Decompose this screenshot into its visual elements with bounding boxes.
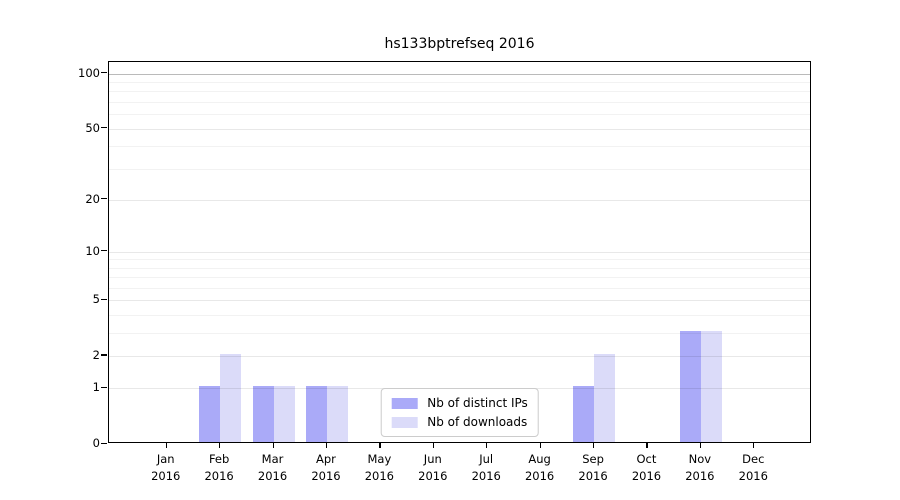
gridline-30: [109, 168, 810, 170]
x-tick-label-jan: Jan 2016: [151, 452, 181, 484]
y-tick-mark-1: [101, 386, 107, 389]
y-tick-label-20: 20: [85, 191, 100, 206]
x-tick-mark-feb: [219, 443, 221, 448]
y-tick-label-50: 50: [85, 120, 100, 135]
legend-row-distinct-ips: Nb of distinct IPs: [391, 396, 528, 410]
x-tick-mark-jun: [432, 443, 434, 448]
x-tick-label-may: May 2016: [364, 452, 395, 484]
x-tick-label-apr: Apr 2016: [311, 452, 341, 484]
legend-swatch-distinct-ips: [391, 397, 418, 409]
plot-area: Nb of distinct IPs Nb of downloads: [108, 61, 811, 443]
gridline-90: [109, 82, 810, 84]
bar-apr-downloads: [326, 386, 348, 442]
x-tick-mark-sep: [593, 443, 595, 448]
y-tick-label-5: 5: [92, 292, 100, 307]
x-tick-mark-aug: [539, 443, 541, 448]
x-tick-mark-nov: [699, 443, 702, 448]
x-tick-mark-may: [379, 443, 381, 448]
x-tick-mark-oct: [646, 443, 648, 448]
gridline-6: [109, 287, 810, 289]
x-tick-label-sep: Sep 2016: [578, 452, 608, 484]
x-tick-mark-mar: [272, 443, 274, 448]
x-tick-mark-dec: [753, 443, 755, 448]
gridline-40: [109, 146, 810, 148]
gridline-70: [109, 102, 810, 104]
x-tick-label-nov: Nov 2016: [685, 452, 715, 484]
x-tick-label-dec: Dec 2016: [738, 452, 768, 484]
x-tick-mark-jan: [165, 443, 167, 448]
gridline-10: [109, 251, 810, 253]
y-tick-label-0: 0: [92, 436, 100, 450]
legend-swatch-downloads: [391, 416, 418, 428]
gridline-80: [109, 91, 810, 93]
gridline-100: [109, 73, 810, 75]
bar-nov-downloads: [700, 330, 722, 442]
gridline-9: [109, 259, 810, 261]
bar-mar-distinct-ips: [252, 386, 274, 442]
x-tick-mark-jul: [486, 443, 488, 448]
bar-sep-distinct-ips: [573, 386, 595, 442]
chart-title: hs133bptrefseq 2016: [384, 36, 535, 52]
x-tick-label-oct: Oct 2016: [631, 452, 662, 484]
legend-row-downloads: Nb of downloads: [391, 415, 528, 429]
x-tick-mark-apr: [325, 443, 328, 448]
legend-label-distinct-ips: Nb of distinct IPs: [427, 396, 528, 410]
bar-nov-distinct-ips: [679, 330, 701, 442]
x-tick-label-feb: Feb 2016: [204, 452, 234, 484]
y-tick-label-10: 10: [85, 243, 100, 258]
gridline-7: [109, 277, 810, 279]
bar-sep-downloads: [594, 353, 616, 442]
x-tick-label-aug: Aug 2016: [524, 452, 555, 484]
y-tick-mark-5: [101, 298, 107, 300]
gridline-60: [109, 114, 810, 116]
x-tick-label-mar: Mar 2016: [257, 452, 288, 484]
gridline-5: [109, 300, 810, 302]
legend: Nb of distinct IPs Nb of downloads: [380, 388, 539, 437]
y-tick-label-2: 2: [92, 347, 100, 362]
y-tick-label-100: 100: [78, 65, 100, 80]
gridline-20: [109, 199, 810, 201]
x-tick-label-jun: Jun 2016: [418, 452, 448, 484]
bar-feb-distinct-ips: [199, 386, 221, 442]
x-tick-label-jul: Jul 2016: [471, 452, 501, 484]
y-tick-mark-0: [101, 442, 107, 444]
bar-feb-downloads: [220, 353, 242, 442]
legend-label-downloads: Nb of downloads: [427, 415, 528, 429]
bar-mar-downloads: [273, 386, 295, 442]
gridline-8: [109, 267, 810, 269]
y-tick-mark-20: [101, 198, 107, 200]
gridline-50: [109, 128, 810, 130]
y-tick-mark-10: [101, 250, 107, 252]
y-tick-mark-50: [101, 127, 107, 129]
y-tick-mark-2: [101, 354, 107, 356]
bar-apr-distinct-ips: [305, 386, 327, 442]
y-tick-label-1: 1: [92, 380, 100, 395]
gridline-4: [109, 314, 810, 316]
y-tick-mark-100: [101, 72, 107, 74]
